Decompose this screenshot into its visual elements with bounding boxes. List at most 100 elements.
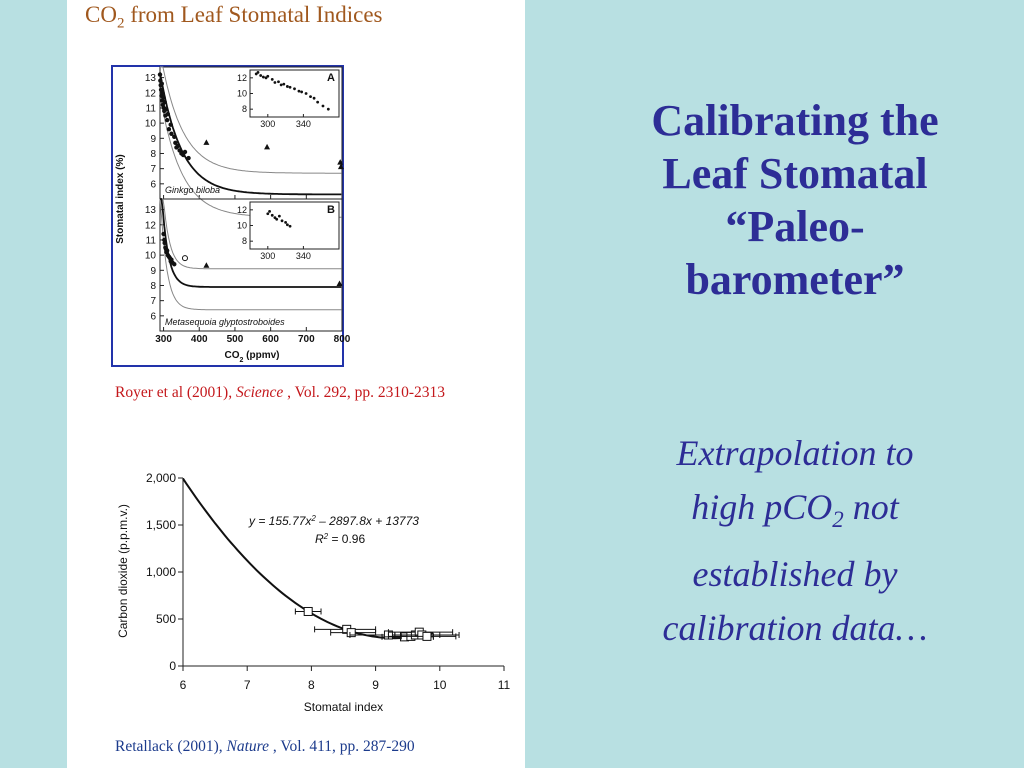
inset-point bbox=[275, 217, 279, 221]
y-tick-label: 9 bbox=[150, 134, 156, 145]
data-point bbox=[303, 606, 313, 616]
inset-point bbox=[277, 80, 280, 84]
inset-point bbox=[312, 96, 316, 100]
triangle-point bbox=[337, 159, 344, 165]
inset-point bbox=[268, 210, 271, 213]
data-point bbox=[168, 122, 173, 127]
y-tick-label: 8 bbox=[150, 281, 156, 292]
data-point bbox=[161, 231, 166, 237]
y-tick-label: 500 bbox=[156, 612, 176, 626]
inset-y-tick-label: 10 bbox=[237, 89, 247, 99]
y-tick-label: 10 bbox=[145, 119, 157, 130]
inset-point bbox=[326, 107, 330, 111]
inset-x-tick-label: 340 bbox=[296, 251, 311, 261]
x-tick-label: 8 bbox=[308, 678, 315, 692]
data-point bbox=[163, 107, 169, 112]
inset-y-tick-label: 8 bbox=[242, 104, 247, 114]
inset-point bbox=[259, 74, 263, 77]
y-tick-label: 12 bbox=[145, 88, 157, 99]
panel-letter: B bbox=[327, 204, 335, 216]
y-tick-label: 2,000 bbox=[146, 471, 176, 485]
inset-x-tick-label: 340 bbox=[296, 119, 311, 129]
data-point bbox=[162, 240, 167, 246]
figure-panel: CO2 from Leaf Stomatal Indices 6 7 8 9 10 11 1… bbox=[67, 0, 525, 768]
slide-title-line: Calibrating the bbox=[651, 96, 939, 145]
inset-y-tick-label: 12 bbox=[237, 73, 247, 83]
x-tick-label: 6 bbox=[180, 678, 187, 692]
inset-point bbox=[288, 224, 292, 228]
x-tick-label: 10 bbox=[433, 678, 447, 692]
slide-title-line: Leaf Stomatal bbox=[662, 149, 928, 198]
inset-point bbox=[266, 74, 270, 78]
data-point bbox=[169, 131, 174, 136]
data-point bbox=[159, 81, 164, 86]
triangle-point bbox=[203, 262, 210, 268]
data-point bbox=[161, 95, 166, 100]
y-tick-label: 6 bbox=[150, 311, 156, 322]
inset-point bbox=[282, 82, 286, 86]
slide-title-line: “Paleo- bbox=[725, 202, 865, 251]
y-tick-label: 7 bbox=[150, 164, 156, 175]
y-tick-label: 1,000 bbox=[146, 565, 176, 579]
slide-title-line: barometer” bbox=[685, 255, 905, 304]
data-point bbox=[175, 143, 181, 149]
panel-letter: A bbox=[327, 72, 335, 84]
fit-curve bbox=[159, 72, 342, 196]
panel-title: CO2 from Leaf Stomatal Indices bbox=[85, 2, 383, 32]
y-tick-label: 10 bbox=[145, 251, 157, 262]
slide-note: Extrapolation to high pCO2 not establish… bbox=[560, 426, 1024, 655]
triangle-point bbox=[337, 163, 344, 170]
inset-point bbox=[293, 87, 296, 91]
y-tick-label: 9 bbox=[150, 266, 156, 277]
species-label: Metasequoia glyptostroboides bbox=[165, 317, 285, 327]
inset-point bbox=[321, 104, 325, 108]
x-tick-label: 300 bbox=[155, 334, 172, 345]
inset-y-tick-label: 10 bbox=[237, 221, 247, 231]
x-tick-label: 9 bbox=[372, 678, 379, 692]
stomatal-index-chart: 6 7 8 9 10 11 12 13 Ginkgo biloba 8 10 12 300 340 A 6 7 8… bbox=[111, 65, 351, 367]
inset-point bbox=[256, 70, 260, 74]
data-point bbox=[182, 149, 188, 155]
species-label: Ginkgo biloba bbox=[165, 185, 220, 195]
open-circle-point bbox=[181, 255, 188, 262]
y-tick-label: 8 bbox=[150, 149, 156, 160]
fit-curve bbox=[160, 198, 342, 288]
note-line: established by bbox=[692, 554, 898, 595]
upper-confidence-curve bbox=[160, 198, 342, 270]
data-point bbox=[186, 155, 191, 161]
y-axis-label: Stomatal index (%) bbox=[115, 154, 126, 243]
data-point bbox=[172, 134, 177, 139]
upper-confidence-curve bbox=[160, 66, 342, 174]
data-point bbox=[346, 628, 356, 638]
note-line: calibration data… bbox=[662, 608, 928, 649]
x-tick-label: 7 bbox=[244, 678, 251, 692]
y-tick-label: 11 bbox=[146, 235, 157, 246]
inset-point bbox=[309, 95, 312, 99]
inset-point bbox=[266, 212, 270, 216]
x-tick-label: 400 bbox=[191, 334, 208, 345]
inset-point bbox=[270, 78, 274, 81]
y-tick-label: 6 bbox=[150, 179, 156, 190]
data-point bbox=[422, 631, 432, 641]
x-tick-label: 700 bbox=[298, 334, 315, 345]
r-squared-label: R2 = 0.96 bbox=[315, 532, 365, 547]
x-tick-label: 11 bbox=[498, 678, 511, 692]
data-point bbox=[160, 90, 165, 95]
slide-title: Calibrating the Leaf Stomatal “Paleo- ba… bbox=[560, 94, 1024, 306]
x-tick-label: 500 bbox=[227, 334, 244, 345]
inset-point bbox=[316, 100, 320, 104]
y-tick-label: 12 bbox=[145, 220, 157, 231]
inset-point bbox=[261, 75, 265, 79]
x-axis-label: Stomatal index bbox=[304, 700, 383, 714]
y-axis-label: Carbon dioxide (p.p.m.v.) bbox=[116, 504, 130, 638]
note-line: high pCO2 not bbox=[691, 487, 899, 533]
inset-point bbox=[279, 83, 283, 87]
inset-point bbox=[284, 220, 287, 224]
triangle-point bbox=[336, 280, 343, 286]
data-point bbox=[165, 111, 171, 117]
regression-equation: y = 155.77x2 – 2897.8x + 13773 bbox=[248, 514, 419, 529]
data-point bbox=[164, 117, 170, 123]
y-tick-label: 7 bbox=[150, 296, 156, 307]
data-point bbox=[172, 262, 177, 267]
plot-area bbox=[159, 198, 343, 332]
